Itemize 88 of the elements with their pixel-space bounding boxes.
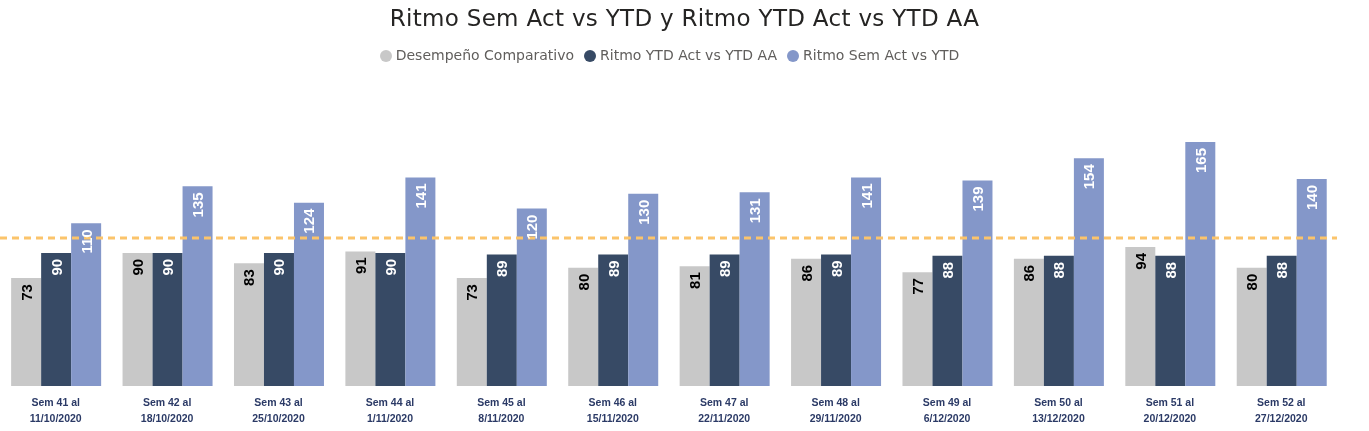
x-tick-label: Sem 44 al 1/11/2020	[365, 396, 415, 424]
x-tick-label: Sem 48 al 29/11/2020	[809, 396, 862, 424]
data-label: 90	[159, 258, 177, 276]
bar	[1073, 158, 1104, 386]
chart-title: Ritmo Sem Act vs YTD y Ritmo YTD Act vs YTD AA	[388, 5, 981, 31]
data-label: 141	[857, 183, 875, 209]
legend-label: Ritmo Sem Act vs YTD	[803, 47, 960, 63]
data-label: 77	[908, 278, 926, 295]
data-label: 88	[1050, 261, 1068, 279]
data-label: 131	[746, 198, 764, 224]
data-label: 94	[1131, 252, 1149, 270]
data-label: 88	[1161, 261, 1179, 279]
data-label: 73	[17, 284, 35, 301]
bar	[456, 278, 487, 386]
bar	[263, 252, 294, 386]
data-label: 90	[381, 258, 399, 276]
data-label: 80	[574, 273, 592, 291]
bar	[679, 266, 710, 386]
bar	[821, 254, 852, 386]
x-tick-label: Sem 50 al 13/12/2020	[1032, 396, 1085, 424]
bar	[293, 202, 324, 386]
x-tick-label: Sem 52 al 27/12/2020	[1255, 396, 1308, 424]
x-tick-label: Sem 47 al 22/11/2020	[698, 396, 751, 424]
data-label: 89	[716, 260, 734, 278]
data-label: 89	[604, 260, 622, 278]
bar	[568, 267, 599, 386]
bar	[628, 193, 659, 386]
x-tick-label: Sem 42 al 18/10/2020	[140, 396, 194, 424]
legend-label: Ritmo YTD Act vs YTD AA	[600, 47, 778, 63]
data-label: 90	[47, 258, 65, 276]
bar	[791, 258, 822, 386]
data-label: 91	[351, 257, 369, 275]
bar	[182, 186, 213, 386]
data-label: 73	[463, 284, 481, 301]
data-label: 110	[77, 229, 95, 254]
data-label: 154	[1080, 163, 1098, 190]
x-tick-label: Sem 43 al 25/10/2020	[252, 396, 305, 424]
data-label: 81	[686, 272, 704, 289]
bar	[598, 254, 629, 386]
data-label: 89	[493, 260, 511, 278]
bar	[71, 223, 102, 386]
bar	[152, 252, 183, 386]
data-label: 89	[827, 260, 845, 278]
x-tick-label: Sem 41 al 11/10/2020	[29, 396, 82, 424]
bar	[851, 177, 882, 386]
bar	[1185, 142, 1216, 386]
data-label: 139	[968, 186, 986, 212]
data-label: 80	[1243, 273, 1261, 291]
x-tick-label: Sem 46 al 15/11/2020	[586, 396, 639, 424]
data-label: 90	[129, 258, 147, 276]
bar	[1125, 246, 1156, 386]
data-label: 140	[1303, 184, 1321, 210]
data-label: 88	[1273, 261, 1291, 279]
data-label: 120	[523, 214, 541, 240]
bar	[516, 208, 547, 386]
bar	[233, 263, 264, 386]
bar	[486, 254, 517, 386]
bar	[375, 252, 406, 386]
bar	[11, 278, 42, 386]
bar	[405, 177, 436, 386]
bar	[902, 272, 933, 386]
data-label: 124	[300, 207, 318, 234]
x-tick-label: Sem 49 al 6/12/2020	[922, 396, 972, 424]
data-label: 90	[270, 258, 288, 276]
data-label: 165	[1191, 148, 1209, 174]
bar	[1296, 178, 1327, 386]
data-label: 88	[938, 261, 956, 279]
bar	[1236, 267, 1267, 386]
data-label: 86	[797, 264, 815, 282]
x-tick-label: Sem 51 al 20/12/2020	[1143, 396, 1197, 424]
bar	[932, 255, 963, 386]
data-label: 135	[189, 192, 207, 218]
bar	[709, 254, 740, 386]
bar	[1155, 255, 1186, 386]
bar	[41, 252, 72, 386]
data-label: 141	[411, 183, 429, 209]
data-label: 86	[1020, 264, 1038, 282]
legend-label: Desempeño Comparativo	[395, 47, 575, 63]
bar	[962, 180, 993, 386]
x-tick-label: Sem 45 al 8/11/2020	[477, 396, 526, 424]
bar	[1013, 258, 1044, 386]
data-label: 130	[634, 199, 652, 225]
bar	[122, 252, 153, 386]
bar	[739, 192, 770, 386]
bar	[345, 251, 376, 386]
data-label: 83	[240, 269, 258, 286]
bar	[1266, 255, 1297, 386]
bar	[1043, 255, 1074, 386]
